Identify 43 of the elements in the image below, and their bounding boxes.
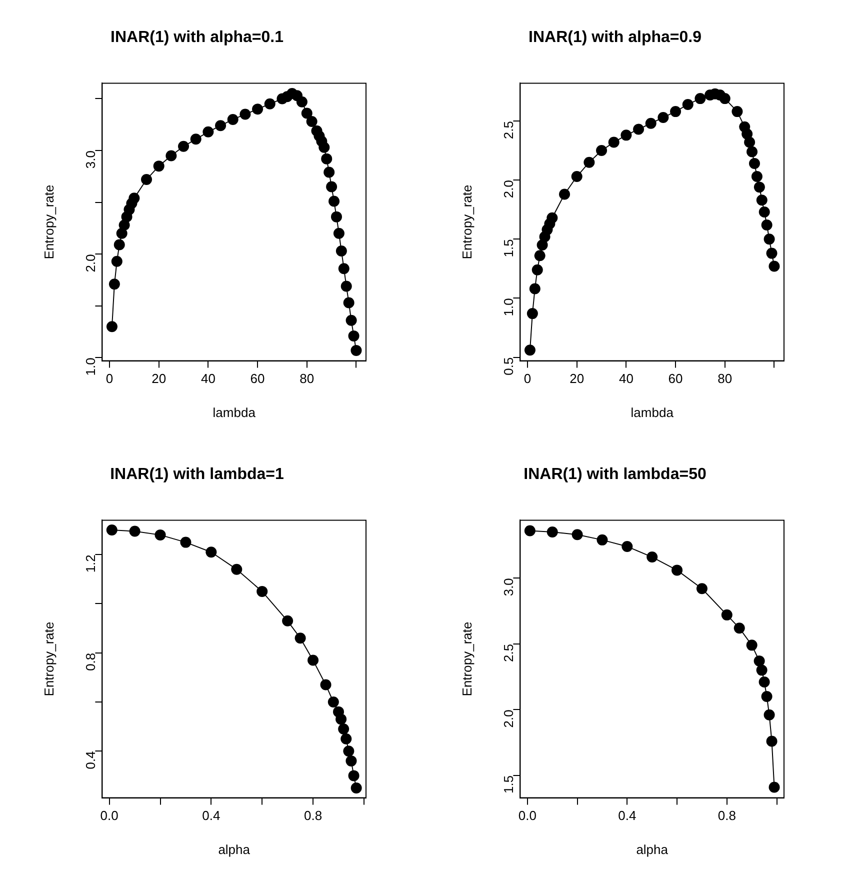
y-axis-title: Entropy_rate — [41, 184, 56, 260]
y-tick-label: 2.0 — [500, 710, 516, 728]
x-axis-title: alpha — [218, 842, 251, 857]
y-axis-title: Entropy_rate — [459, 184, 474, 260]
x-tick-label: 60 — [668, 371, 683, 386]
x-tick-label: 0 — [106, 371, 114, 386]
x-tick-label: 0.0 — [100, 808, 118, 824]
y-tick-label: 3.0 — [500, 578, 516, 596]
chart-title: INAR(1) with alpha=0.1 — [110, 29, 284, 46]
x-axis-title: alpha — [636, 842, 669, 857]
y-tick-label: 1.2 — [82, 554, 98, 573]
x-axis-title: lambda — [630, 404, 674, 420]
y-tick-label: 2.0 — [82, 254, 98, 272]
x-tick-label: 0.8 — [304, 808, 322, 824]
y-tick-label: 2.5 — [500, 121, 516, 140]
x-tick-label: 80 — [718, 371, 732, 386]
x-tick-label: 0.0 — [518, 808, 536, 824]
x-tick-label: 20 — [570, 371, 584, 386]
y-axis-title: Entropy_rate — [459, 622, 474, 696]
chart-title: INAR(1) with lambda=50 — [524, 466, 706, 484]
y-tick-label: 2.0 — [500, 180, 516, 198]
y-tick-label: 1.5 — [500, 239, 516, 258]
y-tick-label: 1.5 — [500, 775, 516, 794]
x-tick-label: 40 — [200, 371, 216, 386]
x-tick-label: 20 — [152, 371, 166, 386]
y-tick-label: 2.5 — [500, 644, 516, 662]
y-axis-title: Entropy_rate — [41, 622, 56, 696]
chart-title: INAR(1) with lambda=1 — [110, 466, 284, 484]
x-tick-label: 0.8 — [718, 808, 736, 824]
y-tick-label: 0.8 — [82, 652, 98, 671]
x-tick-label: 80 — [300, 371, 314, 386]
x-tick-label: 60 — [250, 371, 265, 386]
y-tick-label: 0.4 — [82, 751, 98, 770]
x-tick-label: 0.4 — [618, 808, 636, 824]
chart-title: INAR(1) with alpha=0.9 — [528, 29, 702, 46]
y-tick-label: 1.0 — [82, 358, 98, 376]
x-tick-label: 40 — [618, 371, 634, 386]
y-tick-label: 0.5 — [500, 357, 516, 376]
x-axis-title: lambda — [212, 404, 256, 420]
y-tick-label: 1.0 — [500, 298, 516, 316]
y-tick-label: 3.0 — [82, 150, 98, 169]
x-tick-label: 0.4 — [202, 808, 220, 824]
x-tick-label: 0 — [524, 371, 532, 386]
